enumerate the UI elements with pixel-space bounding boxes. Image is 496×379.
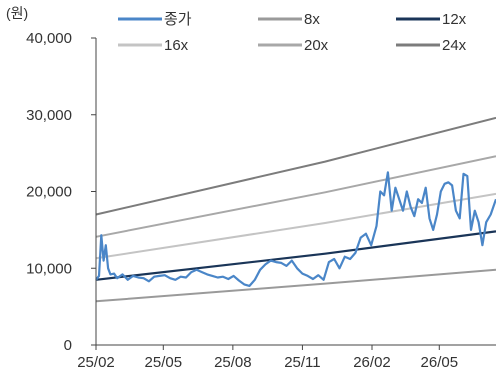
y-tick-label: 10,000 bbox=[26, 260, 72, 277]
series-line-12x bbox=[95, 230, 496, 281]
legend-label: 16x bbox=[164, 37, 189, 54]
y-tick-label: 30,000 bbox=[26, 107, 72, 124]
legend-label: 24x bbox=[442, 37, 467, 54]
y-tick-labels: 0 10,000 20,000 30,000 40,000 bbox=[26, 30, 72, 354]
series-line-close-price bbox=[95, 171, 496, 287]
x-tick-label: 25/05 bbox=[145, 354, 183, 371]
y-tick-label: 20,000 bbox=[26, 184, 72, 201]
y-tick-label: 0 bbox=[64, 337, 72, 354]
y-axis-unit: (원) bbox=[6, 5, 28, 21]
x-tick-label: 25/11 bbox=[284, 354, 320, 371]
legend-label: 종가 bbox=[164, 11, 192, 28]
legend: 종가 8x 12x 16x 20x 24x bbox=[118, 11, 467, 54]
series-line-20x bbox=[95, 155, 496, 238]
series-line-8x bbox=[95, 268, 496, 303]
plot-area bbox=[95, 116, 496, 303]
legend-label: 8x bbox=[304, 11, 320, 28]
y-tick-label: 40,000 bbox=[26, 30, 72, 47]
axes bbox=[91, 37, 496, 350]
x-tick-label: 25/08 bbox=[214, 354, 252, 371]
legend-label: 12x bbox=[442, 11, 467, 28]
x-tick-label: 25/02 bbox=[77, 354, 115, 371]
legend-label: 20x bbox=[304, 37, 329, 54]
x-tick-label: 26/05 bbox=[421, 354, 459, 371]
x-tick-label: 26/02 bbox=[353, 354, 391, 371]
series-line-24x bbox=[95, 116, 496, 216]
x-tick-labels: 25/02 25/05 25/08 25/11 26/02 26/05 bbox=[77, 354, 458, 371]
